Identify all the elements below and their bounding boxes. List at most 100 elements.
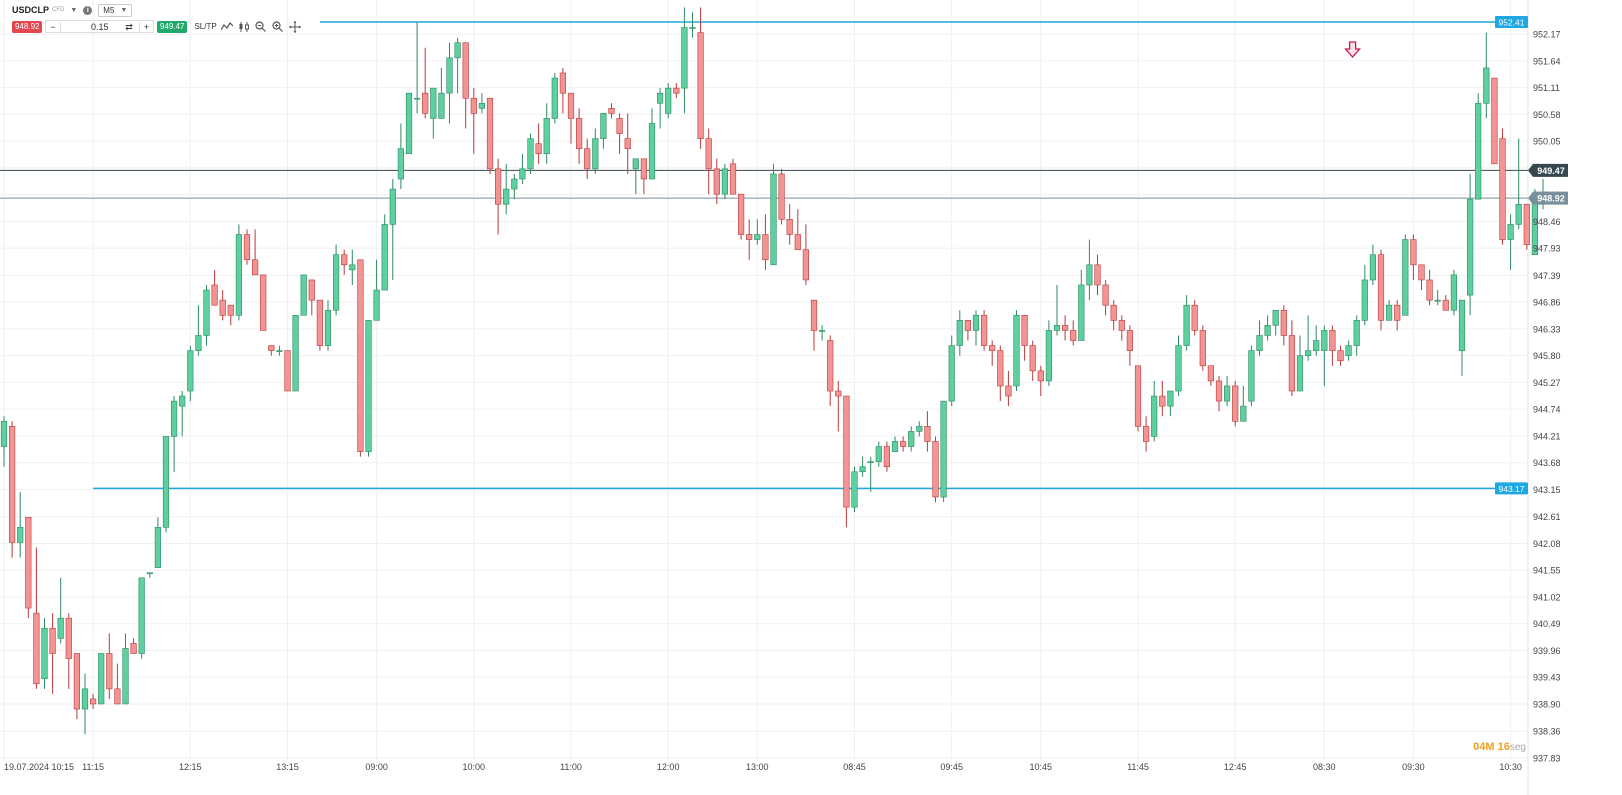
candle-body <box>948 345 955 402</box>
candle-body <box>511 178 518 190</box>
decrease-button[interactable]: − <box>50 21 56 32</box>
bullish-candle <box>875 441 882 467</box>
candle-body <box>551 77 558 119</box>
candle-body <box>9 426 16 543</box>
symbol-dropdown-icon[interactable]: ▼ <box>70 6 78 14</box>
candle-body <box>600 113 607 139</box>
bearish-candle <box>1491 77 1498 165</box>
candle-body <box>835 390 842 397</box>
bearish-candle <box>997 345 1004 402</box>
candle-body <box>1280 309 1287 336</box>
candle-body <box>673 87 680 94</box>
x-tick-label: 08:30 <box>1313 762 1336 772</box>
candle-body <box>843 395 850 508</box>
candle-body <box>219 299 226 316</box>
candle-body <box>616 118 623 134</box>
bullish-candle <box>332 244 340 316</box>
bid-price-label: 948.92 <box>1537 194 1565 204</box>
timeframe-select[interactable]: M5 ▼ <box>98 3 133 17</box>
candle-body <box>381 224 388 291</box>
bullish-candle <box>138 577 145 659</box>
candle-body <box>989 345 996 351</box>
bullish-candle <box>543 103 550 164</box>
price-badges: 952.41 943.17 949.47 948.92 <box>1495 16 1568 495</box>
bullish-candle <box>681 7 688 114</box>
bullish-candle <box>891 436 899 452</box>
candle-body <box>122 648 129 705</box>
candle-body <box>1369 254 1376 281</box>
zoom-in-icon[interactable] <box>271 21 285 33</box>
candle-body <box>1313 340 1320 351</box>
bullish-candle <box>519 153 526 185</box>
candle-body <box>65 617 72 659</box>
bearish-candle <box>1523 203 1530 250</box>
candle-body <box>519 168 526 180</box>
candle-body <box>486 97 494 170</box>
candle-body <box>1118 320 1125 331</box>
bearish-candle <box>284 350 291 392</box>
bearish-candle <box>1442 295 1449 311</box>
bullish-candle <box>430 87 437 139</box>
bullish-candle <box>1264 315 1271 341</box>
bearish-candle <box>697 7 704 149</box>
candle-body <box>1345 345 1352 356</box>
y-tick-label: 945.27 <box>1533 378 1561 388</box>
trade-toolbar: USDCLP CFD ▼ i M5 ▼ 948.92 − 0.15 ⇄ + 949… <box>0 0 330 40</box>
bearish-candle <box>1232 380 1239 427</box>
crosshair-icon[interactable] <box>288 20 302 33</box>
candle-body <box>1418 264 1425 281</box>
candle-body <box>648 123 656 180</box>
candles-icon[interactable] <box>237 21 251 33</box>
bullish-candle <box>1515 138 1522 230</box>
sell-button[interactable]: 948.92 <box>12 20 43 33</box>
y-tick-label: 939.43 <box>1533 673 1561 683</box>
y-tick-label: 947.93 <box>1533 244 1561 254</box>
bullish-candle <box>1483 32 1490 119</box>
candle-body <box>454 42 461 59</box>
support-badge-label: 943.17 <box>1499 484 1525 494</box>
bullish-candle <box>770 163 777 266</box>
candle-body <box>1086 264 1093 286</box>
bullish-candle <box>1321 325 1328 386</box>
zoom-out-icon[interactable] <box>254 21 268 33</box>
x-tick-label: 11:45 <box>1127 762 1149 772</box>
bullish-candle <box>300 274 307 316</box>
bullish-candle <box>397 123 405 190</box>
candle-body <box>746 234 753 240</box>
candle-body <box>130 643 137 654</box>
bullish-candle <box>235 224 243 321</box>
y-tick-label: 938.36 <box>1533 727 1561 737</box>
increase-button[interactable]: + <box>143 21 149 32</box>
bearish-candle <box>989 340 996 366</box>
bearish-candle <box>608 103 615 119</box>
candle-body <box>211 284 218 306</box>
bullish-candle <box>1053 285 1061 336</box>
x-tick-label: 10:00 <box>463 762 486 772</box>
candle-body <box>365 320 372 452</box>
symbol-name[interactable]: USDCLP <box>12 5 50 15</box>
candle-body <box>252 259 259 276</box>
sltp-button[interactable]: SL/TP <box>194 22 217 31</box>
candle-body <box>1110 304 1117 321</box>
candle-body <box>1094 264 1101 286</box>
bearish-candle <box>843 395 850 528</box>
candle-body <box>146 572 153 575</box>
bullish-candle <box>632 158 639 195</box>
quantity-stepper: − 0.15 ⇄ + <box>45 20 154 33</box>
candle-body <box>956 320 963 346</box>
bearish-candle <box>899 436 907 452</box>
quantity-input[interactable]: 0.15 ⇄ <box>59 21 140 32</box>
bullish-candle <box>1507 214 1514 270</box>
bearish-candle <box>1110 300 1117 331</box>
line-chart-icon[interactable] <box>220 21 234 33</box>
bearish-candle <box>624 113 631 174</box>
bearish-candle <box>1280 305 1287 346</box>
buy-button[interactable]: 949.47 <box>157 20 188 33</box>
info-icon[interactable]: i <box>83 5 93 15</box>
bearish-candle <box>980 310 988 351</box>
bearish-candle <box>1394 300 1401 331</box>
bearish-candle <box>1377 249 1385 331</box>
y-tick-label: 946.86 <box>1533 298 1561 308</box>
bullish-candle <box>1151 380 1158 442</box>
